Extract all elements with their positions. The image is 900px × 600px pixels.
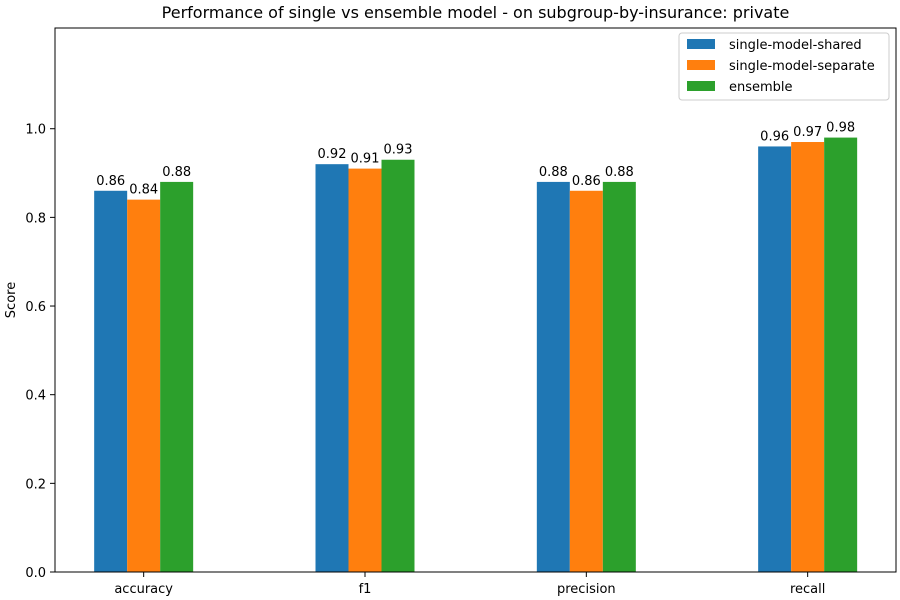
bar-label: 0.88 <box>605 165 634 180</box>
legend-box <box>678 32 890 101</box>
bar-label: 0.97 <box>793 125 822 140</box>
x-tick-label: accuracy <box>114 582 173 597</box>
legend-label: single-model-shared <box>729 38 862 53</box>
bar <box>536 181 570 572</box>
bar-label: 0.91 <box>351 152 380 167</box>
bar-label: 0.96 <box>760 129 789 144</box>
bar-label: 0.92 <box>318 147 347 162</box>
bar-label: 0.84 <box>129 183 158 198</box>
bar <box>381 159 415 573</box>
chart-title: Performance of single vs ensemble model … <box>162 3 790 22</box>
bar <box>94 190 128 572</box>
bar-label: 0.93 <box>384 143 413 158</box>
plot-area: 0.86 0.92 0.88 0.96 0.84 0.91 0.86 0.97 0.88 0.93… <box>25 27 897 597</box>
legend-swatch <box>687 60 715 70</box>
bar <box>160 181 194 572</box>
legend-swatch <box>687 39 715 49</box>
bar <box>569 190 603 572</box>
y-tick-label: 0.4 <box>25 389 46 404</box>
bar-label: 0.88 <box>539 165 568 180</box>
bar-label: 0.98 <box>826 121 855 136</box>
x-tick-label: recall <box>790 582 825 597</box>
y-tick-label: 0.6 <box>25 300 46 315</box>
x-tick-label: f1 <box>359 582 372 597</box>
y-tick-label: 1.0 <box>25 123 46 138</box>
bar-label: 0.86 <box>96 174 125 189</box>
bar <box>348 168 382 572</box>
plot-frame <box>54 27 897 573</box>
bar <box>315 164 349 572</box>
legend-label: ensemble <box>729 80 793 95</box>
legend: single-model-shared single-model-separate… <box>678 32 890 101</box>
bar <box>824 137 858 572</box>
bar-label: 0.86 <box>572 174 601 189</box>
legend-swatch <box>687 81 715 91</box>
y-axis-label: Score <box>4 282 19 318</box>
y-tick-label: 0.0 <box>25 566 46 581</box>
y-tick-label: 0.2 <box>25 477 46 492</box>
bar <box>127 199 161 573</box>
bar-label: 0.88 <box>162 165 191 180</box>
bar <box>602 181 636 572</box>
y-tick-label: 0.8 <box>25 211 46 226</box>
bar <box>791 142 825 572</box>
legend-label: single-model-separate <box>729 59 875 74</box>
bar <box>758 146 792 572</box>
x-tick-label: precision <box>557 582 616 597</box>
